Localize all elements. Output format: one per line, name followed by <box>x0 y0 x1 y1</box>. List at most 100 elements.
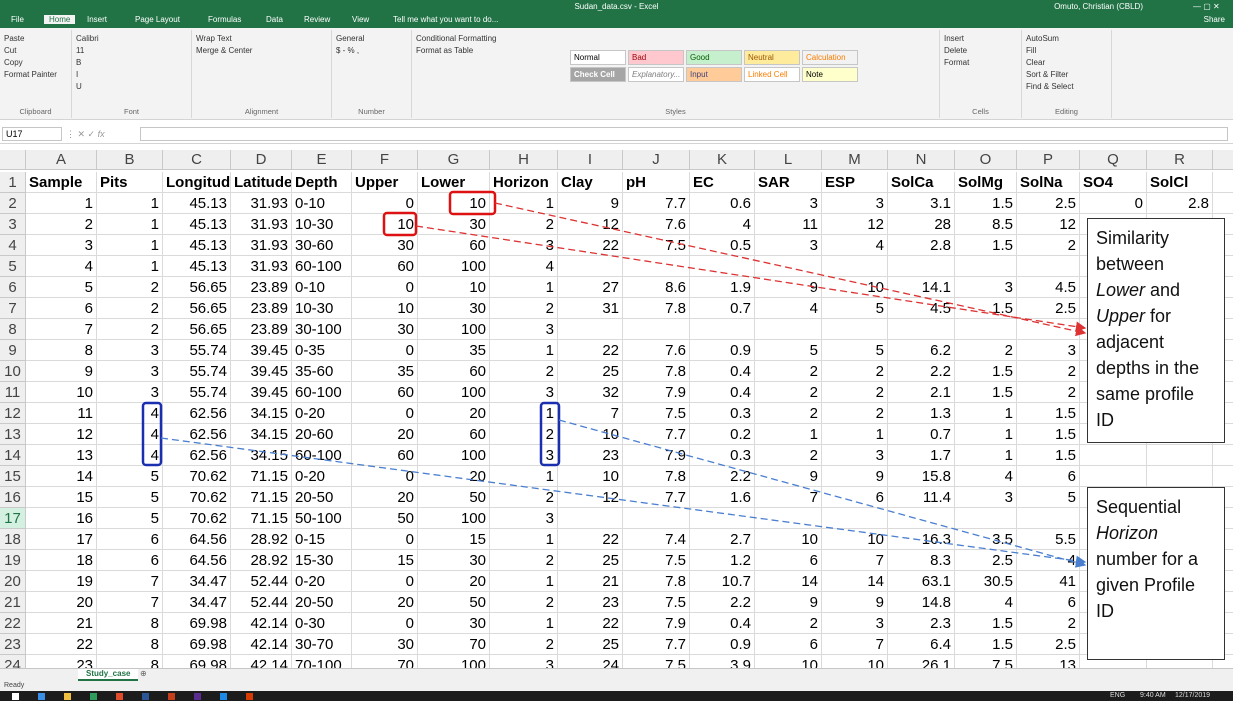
cell: 8.6 <box>623 277 690 298</box>
cell: 4 <box>97 403 163 424</box>
cell: Upper <box>352 172 418 193</box>
cell: 1 <box>755 424 822 445</box>
ribbon-button[interactable]: 11 <box>76 46 85 55</box>
ribbon-button[interactable]: Conditional Formatting <box>416 34 497 43</box>
cell: 9 <box>822 466 888 487</box>
cell: 50 <box>352 508 418 529</box>
cell <box>690 319 755 340</box>
cell-style[interactable]: Linked Cell <box>744 67 800 82</box>
ribbon-button[interactable]: Insert <box>944 34 965 43</box>
cell: 4.5 <box>1017 277 1080 298</box>
ribbon-tab[interactable]: Review <box>304 15 331 24</box>
sheet-tab-bar: Study_case ⊕ <box>0 668 1233 681</box>
cell: 3 <box>822 445 888 466</box>
ribbon-button[interactable]: Delete <box>944 46 968 55</box>
taskbar-icon[interactable] <box>116 693 123 700</box>
clock-date: 12/17/2019 <box>1175 692 1211 699</box>
cell-style[interactable]: Good <box>686 50 742 65</box>
ribbon-button[interactable]: B <box>76 58 82 67</box>
cell: 1 <box>490 571 558 592</box>
cell <box>755 319 822 340</box>
taskbar-icon[interactable] <box>90 693 97 700</box>
ribbon-button[interactable]: I <box>76 70 79 79</box>
taskbar-icon[interactable] <box>38 693 45 700</box>
ribbon-button[interactable]: Calibri <box>76 34 99 43</box>
highlight-box <box>382 211 418 237</box>
cell-style[interactable]: Calculation <box>802 50 858 65</box>
cell-style[interactable]: Explanatory... <box>628 67 684 82</box>
cell: 12 <box>26 424 97 445</box>
cell: 7 <box>97 592 163 613</box>
ribbon-button[interactable]: Sort & Filter <box>1026 70 1069 79</box>
cell-style[interactable]: Input <box>686 67 742 82</box>
taskbar-icon[interactable] <box>194 693 201 700</box>
cell: 1 <box>955 424 1017 445</box>
ribbon-tab[interactable]: File <box>11 15 24 24</box>
cell: 14 <box>822 571 888 592</box>
ribbon-tab[interactable]: Page Layout <box>135 15 180 24</box>
ribbon-button[interactable]: Clear <box>1026 58 1046 67</box>
cell-style[interactable]: Normal <box>570 50 626 65</box>
cell: 0 <box>352 340 418 361</box>
ribbon-tab[interactable]: View <box>352 15 370 24</box>
cell: 2.7 <box>690 529 755 550</box>
cell: 2 <box>755 445 822 466</box>
taskbar-icon[interactable] <box>64 693 71 700</box>
cell: Depth <box>292 172 352 193</box>
ribbon-tab[interactable]: Data <box>266 15 283 24</box>
ribbon-tab[interactable]: Home <box>44 15 76 24</box>
cell: 1.5 <box>955 235 1017 256</box>
name-box[interactable]: U17 <box>2 127 62 141</box>
cell-style[interactable]: Neutral <box>744 50 800 65</box>
cell-style[interactable]: Note <box>802 67 858 82</box>
cell-style[interactable]: Bad <box>628 50 684 65</box>
ribbon-button[interactable]: General <box>336 34 365 43</box>
cell: 6.4 <box>888 634 955 655</box>
cell-style[interactable]: Check Cell <box>570 67 626 82</box>
cell: 1 <box>97 256 163 277</box>
taskbar-icon[interactable] <box>168 693 175 700</box>
tell-me[interactable]: Tell me what you want to do... <box>393 15 499 24</box>
cell: 1.7 <box>888 445 955 466</box>
cell: 11 <box>26 403 97 424</box>
ribbon-button[interactable]: $ - % , <box>336 46 360 55</box>
ribbon-button[interactable]: Format <box>944 58 970 67</box>
taskbar-icon[interactable] <box>246 693 253 700</box>
cell: 4 <box>97 424 163 445</box>
ribbon-button[interactable]: U <box>76 82 82 91</box>
formula-input[interactable] <box>140 127 1228 141</box>
cell: 0.6 <box>690 193 755 214</box>
ribbon-button[interactable]: Format as Table <box>416 46 474 55</box>
cell: 30 <box>418 550 490 571</box>
taskbar-icon[interactable] <box>12 693 19 700</box>
ribbon-button[interactable]: Copy <box>4 58 23 67</box>
ribbon-button[interactable]: Paste <box>4 34 25 43</box>
cell: 1 <box>490 529 558 550</box>
cell: 4 <box>955 592 1017 613</box>
ribbon-button[interactable]: Format Painter <box>4 70 57 79</box>
taskbar-icon[interactable] <box>142 693 149 700</box>
share-button[interactable]: Share <box>1203 15 1225 24</box>
cell: 3 <box>490 235 558 256</box>
ribbon-tab[interactable]: Insert <box>87 15 108 24</box>
cell: 9 <box>558 193 623 214</box>
ribbon-button[interactable]: Cut <box>4 46 17 55</box>
ribbon-button[interactable]: Merge & Center <box>196 46 253 55</box>
ribbon-tab[interactable]: Formulas <box>208 15 242 24</box>
cell: 0.4 <box>690 613 755 634</box>
cell <box>888 319 955 340</box>
cell: 3 <box>490 445 558 466</box>
cell: 1.6 <box>690 487 755 508</box>
ribbon: Paste Cut Copy Format Painter Clipboard Calib… <box>0 28 1233 120</box>
ribbon-button[interactable]: Fill <box>1026 46 1037 55</box>
ribbon-button[interactable]: Find & Select <box>1026 82 1074 91</box>
taskbar-icon[interactable] <box>220 693 227 700</box>
cell: 7.9 <box>623 613 690 634</box>
cell: 3 <box>755 235 822 256</box>
ribbon-button[interactable]: AutoSum <box>1026 34 1059 43</box>
ribbon-button[interactable]: Wrap Text <box>196 34 232 43</box>
cell: 16.3 <box>888 529 955 550</box>
cell: 3 <box>1017 340 1080 361</box>
sheet-tab[interactable]: Study_case <box>78 669 139 681</box>
